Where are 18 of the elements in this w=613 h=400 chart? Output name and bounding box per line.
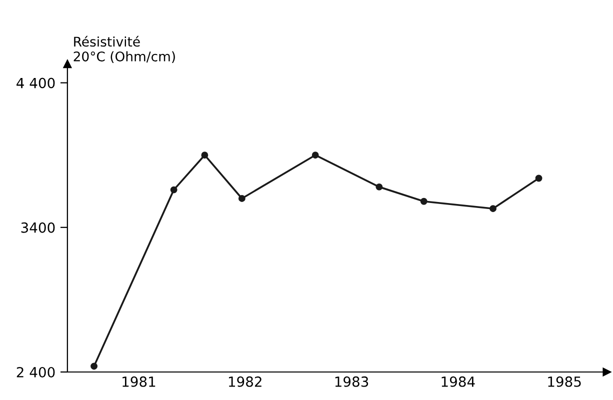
x-tick-label: 1985 bbox=[548, 376, 581, 387]
y-tick-label: 2 400 bbox=[16, 366, 55, 378]
x-tick-label: 1984 bbox=[442, 376, 475, 387]
point bbox=[490, 205, 496, 212]
y-axis-title: Résistivité 20°C (Ohm/cm) bbox=[74, 36, 175, 63]
point bbox=[238, 195, 246, 202]
point bbox=[376, 183, 383, 190]
y-tick-label: 4 400 bbox=[16, 78, 55, 88]
x-tick-label: 1982 bbox=[228, 376, 262, 387]
point bbox=[312, 152, 319, 159]
point bbox=[420, 198, 428, 205]
point bbox=[90, 362, 98, 370]
x-tick-label: 1981 bbox=[122, 376, 156, 387]
point bbox=[535, 174, 542, 182]
y-tick-label: 3400 bbox=[21, 222, 55, 233]
point bbox=[170, 186, 178, 194]
point bbox=[201, 152, 208, 159]
x-tick-label: 1983 bbox=[335, 376, 368, 387]
